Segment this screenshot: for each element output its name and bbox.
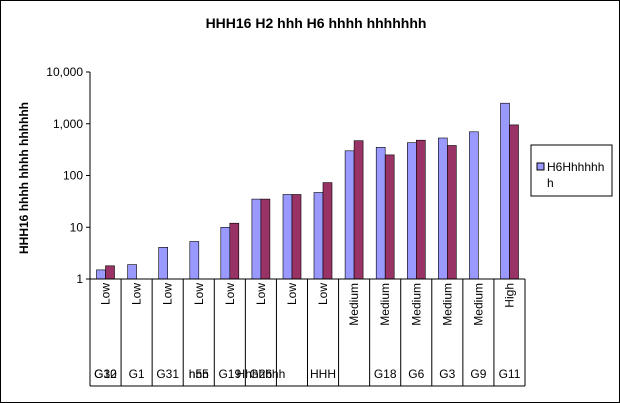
category-label: Low: [130, 283, 144, 305]
plot-area: [90, 72, 525, 279]
bar-s0-2: [158, 247, 168, 280]
group-label: G11: [499, 367, 521, 381]
bar-s1-5: [260, 198, 271, 280]
bar-s1-9: [384, 154, 395, 280]
bars: [96, 102, 519, 280]
group-label: G30: [94, 367, 117, 381]
legend-swatch: [536, 162, 545, 171]
bar-s1-11: [446, 145, 457, 280]
bar-s1-8: [353, 140, 364, 280]
y-tick-label: 1: [76, 272, 83, 286]
group-label: G9: [470, 367, 486, 381]
bar-s0-8: [344, 150, 355, 280]
bar-s0-13: [500, 102, 510, 280]
legend: H6Hhhhhh h: [530, 144, 613, 197]
chart-title: HHH16 H2 hhh H6 hhhh hhhhhhh: [206, 15, 427, 31]
category-label: Low: [285, 283, 299, 305]
group-label-overlap: G26: [250, 367, 273, 381]
category-label: High: [503, 283, 517, 308]
category-label: Low: [254, 283, 268, 305]
bar-s0-11: [437, 137, 448, 280]
legend-label-line1: H6Hhhhhh: [547, 160, 604, 174]
group-label: G31: [156, 367, 179, 381]
group-label: Hhhhhhh: [237, 367, 286, 381]
bar-s0-5: [251, 198, 262, 280]
x-axis: Low Low Low Low Low Low Low Low Medium Medium Medi…: [89, 278, 526, 387]
group-label: G6: [408, 367, 424, 381]
group-label: G3: [439, 367, 455, 381]
bar-s0-7: [313, 192, 324, 280]
bar-s0-4: [220, 227, 231, 280]
category-label: Medium: [347, 283, 361, 326]
bar-s1-4: [229, 222, 240, 280]
group-label-overlap: hhh: [189, 367, 209, 381]
group-label: HHH: [310, 367, 336, 381]
bar-s1-6: [291, 194, 302, 280]
y-tick-label: 100: [63, 169, 83, 183]
group-label: G18: [374, 367, 397, 381]
legend-label-line2: h: [547, 176, 554, 190]
bar-s1-13: [509, 124, 519, 280]
group-label: n55: [189, 367, 209, 381]
y-axis: 1 10 100 1,000 10,000: [46, 65, 91, 286]
category-label: Medium: [409, 283, 423, 326]
bar-s1-0: [105, 265, 115, 280]
category-label: Low: [161, 283, 175, 305]
y-axis-label: HHH16 hhhh hhhh hhhhhh: [17, 102, 31, 254]
category-label: Low: [99, 283, 113, 305]
bar-s1-10: [415, 139, 426, 280]
group-label-overlap: G12: [94, 367, 117, 381]
bar-s0-6: [282, 194, 293, 280]
category-label: Low: [223, 283, 237, 305]
y-tick-label: 10: [70, 220, 84, 234]
bar-s0-10: [406, 142, 417, 280]
category-label: Medium: [378, 283, 392, 326]
bar-s0-0: [96, 269, 106, 280]
y-tick-label: 10,000: [46, 65, 83, 79]
bar-s0-3: [189, 241, 200, 280]
group-label: G1: [129, 367, 145, 381]
y-tick-label: 1,000: [53, 117, 83, 131]
bar-s0-1: [127, 264, 137, 280]
group-label: G19: [218, 367, 241, 381]
bar-s0-12: [469, 131, 479, 280]
category-label: Medium: [440, 283, 454, 326]
category-label: Low: [192, 283, 206, 305]
category-label: Medium: [471, 283, 485, 326]
bar-s0-9: [375, 147, 386, 280]
bar-s1-7: [322, 182, 333, 280]
category-label: Low: [316, 283, 330, 305]
